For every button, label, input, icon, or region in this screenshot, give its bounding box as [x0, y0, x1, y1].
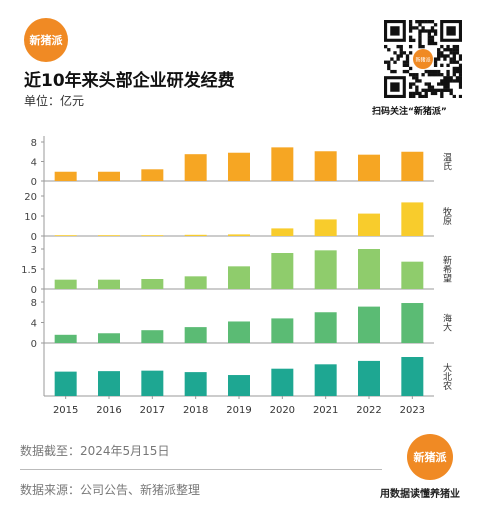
footer-logo-text: 新猪派: [413, 451, 447, 464]
series-label: 大北农: [441, 362, 452, 391]
y-tick-label: 1.5: [21, 265, 37, 276]
bar-大北农-2020: [271, 368, 294, 396]
bar-新希望-2020: [271, 253, 294, 289]
footer-divider: [20, 469, 382, 470]
bar-牧原-2017: [141, 235, 164, 236]
brand-logo: 新猪派: [24, 18, 68, 62]
series-label: 新希望: [441, 254, 452, 282]
bar-牧原-2016: [98, 235, 120, 236]
qr-center-text: 新猪派: [415, 57, 430, 64]
x-tick-label: 2022: [356, 405, 381, 416]
panel-3: 0 4 8 海大: [31, 298, 452, 350]
y-tick-label: 10: [24, 212, 37, 223]
x-tick-label: 2016: [96, 405, 121, 416]
panel-4: 大北农: [44, 357, 452, 397]
bar-新希望-2016: [98, 279, 120, 289]
bar-新希望-2023: [401, 261, 424, 289]
bar-牧原-2018: [184, 234, 207, 236]
bar-牧原-2023: [401, 202, 424, 236]
bar-温氏-2021: [314, 151, 337, 181]
footer-logo: 新猪派: [407, 434, 453, 480]
bar-温氏-2023: [401, 151, 424, 181]
y-tick-label: 8: [31, 298, 37, 309]
bar-海大-2023: [401, 303, 424, 343]
bar-大北农-2022: [358, 360, 380, 396]
bar-海大-2020: [271, 318, 294, 343]
y-tick-label: 8: [31, 138, 37, 149]
panel-0: 0 4 8 温氏: [31, 138, 452, 188]
bar-大北农-2015: [54, 371, 77, 396]
bar-牧原-2020: [271, 228, 294, 236]
bar-海大-2017: [141, 330, 164, 343]
bar-牧原-2021: [314, 219, 337, 236]
data-cutoff-note: 数据截至：2024年5月15日: [20, 444, 170, 458]
bar-温氏-2022: [358, 154, 380, 181]
y-tick-label: 3: [31, 245, 37, 256]
y-tick-label: 20: [24, 192, 37, 203]
bar-大北农-2017: [141, 370, 164, 396]
y-tick-label: 0: [31, 232, 37, 243]
panel-2: 0 1.5 3 新希望: [21, 245, 451, 296]
bar-新希望-2015: [54, 279, 77, 289]
x-tick-label: 2015: [53, 405, 78, 416]
bar-大北农-2023: [401, 357, 424, 396]
bar-海大-2018: [184, 327, 207, 343]
bar-大北农-2019: [228, 375, 250, 396]
series-label: 海大: [441, 312, 452, 332]
y-tick-label: 0: [31, 285, 37, 296]
bar-海大-2021: [314, 312, 337, 343]
bar-温氏-2018: [184, 154, 207, 181]
x-tick-label: 2023: [400, 405, 425, 416]
bar-牧原-2019: [228, 234, 250, 236]
data-source-note: 数据来源：公司公告、新猪派整理: [20, 483, 201, 497]
bar-牧原-2022: [358, 213, 380, 236]
unit-label: 单位：亿元: [24, 94, 85, 108]
y-tick-label: 4: [31, 319, 37, 330]
bar-温氏-2015: [54, 171, 77, 181]
bar-大北农-2018: [184, 372, 207, 396]
page-title: 近10年来头部企业研发经费: [24, 71, 235, 91]
series-label: 温氏: [441, 152, 452, 170]
panel-1: 0 10 20 牧原: [24, 192, 451, 243]
x-tick-label: 2020: [270, 405, 295, 416]
slogan: 用数据读懂养猪业: [380, 489, 460, 500]
bar-温氏-2016: [98, 171, 120, 181]
bar-海大-2016: [98, 333, 120, 343]
bar-大北农-2016: [98, 371, 120, 396]
bar-牧原-2015: [54, 235, 77, 236]
bar-新希望-2018: [184, 276, 207, 289]
x-tick-label: 2018: [183, 405, 208, 416]
y-tick-label: 0: [31, 177, 37, 188]
bar-新希望-2019: [228, 266, 250, 289]
bar-大北农-2021: [314, 364, 337, 396]
qr-caption: 扫码关注“新猪派”: [372, 107, 447, 117]
bar-温氏-2017: [141, 169, 164, 181]
y-tick-label: 4: [31, 158, 37, 169]
x-tick-label: 2017: [140, 405, 165, 416]
bar-新希望-2021: [314, 250, 337, 289]
bar-新希望-2017: [141, 279, 164, 289]
brand-logo-text: 新猪派: [29, 34, 63, 47]
bar-温氏-2019: [228, 152, 250, 181]
bar-海大-2015: [54, 334, 77, 343]
x-tick-label: 2021: [313, 405, 338, 416]
bar-海大-2019: [228, 321, 250, 343]
x-tick-label: 2019: [226, 405, 251, 416]
bar-温氏-2020: [271, 147, 294, 181]
series-label: 牧原: [441, 206, 452, 225]
y-tick-label: 0: [31, 339, 37, 350]
bar-海大-2022: [358, 306, 380, 343]
bar-新希望-2022: [358, 249, 380, 289]
qr-code: 新猪派: [384, 20, 462, 98]
